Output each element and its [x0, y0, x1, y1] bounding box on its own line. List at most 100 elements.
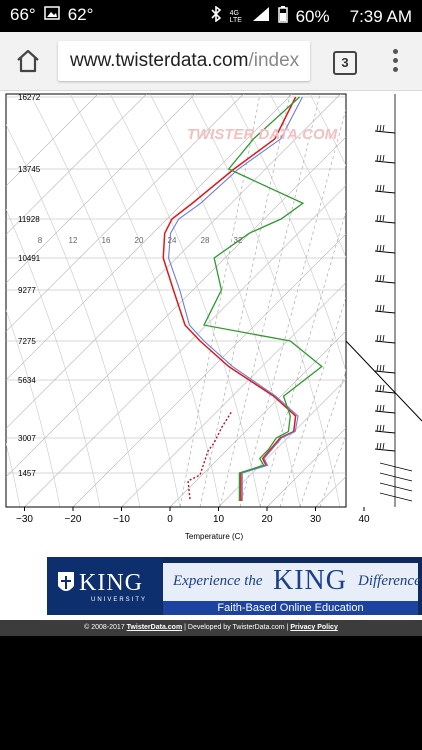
height-label: 7275 [18, 337, 36, 346]
mixing-ratio-label: 8 [38, 236, 43, 245]
x-axis-label: Temperature (C) [185, 532, 244, 541]
dry-adiabat [6, 208, 101, 507]
series-line [162, 96, 297, 501]
plot-frame [5, 93, 347, 508]
dry-adiabat [189, 94, 341, 507]
isotherm-line [6, 94, 147, 235]
weather-temp-2: 62° [67, 5, 94, 24]
url-path: /index [248, 50, 300, 71]
height-label: 1457 [18, 469, 36, 478]
footer-copyright: © 2008-2017 [84, 624, 125, 631]
wind-barb [374, 442, 396, 452]
network-label: 4G LTE [229, 9, 242, 24]
wind-barb [374, 304, 396, 314]
address-bar[interactable]: www.twisterdata.com/index [58, 41, 310, 81]
clock: 7:39 AM [349, 6, 412, 26]
height-label: 5634 [18, 376, 36, 385]
height-label: 13745 [18, 165, 41, 174]
mixing-ratio-label: 16 [102, 236, 111, 245]
isotherm-line [218, 379, 346, 507]
battery-percent: 60% [295, 6, 330, 26]
series-line [168, 96, 303, 501]
dry-adiabat [109, 94, 261, 507]
signal-icon [252, 6, 270, 27]
x-tick-label: −20 [65, 514, 82, 525]
ad-tag-right: Difference [358, 573, 421, 589]
wind-barb [374, 124, 396, 134]
x-tick-label: 40 [358, 514, 370, 525]
mixing-ratio-label: 24 [168, 236, 177, 245]
isotherm-line [6, 94, 341, 429]
series-line [203, 96, 323, 501]
ad-logo-name: KING [79, 570, 143, 596]
footer-developed: | Developed by TwisterData.com | [184, 624, 289, 631]
wind-barb [374, 404, 396, 414]
mixing-ratio-line [199, 94, 291, 507]
status-bar: 66° 62° 4G LTE 60% 7:39 AM [0, 0, 422, 32]
x-tick-label: 0 [167, 514, 173, 525]
dry-adiabat [6, 309, 61, 507]
shield-icon [58, 572, 74, 591]
height-label: 3007 [18, 434, 36, 443]
wind-barb [374, 364, 396, 374]
isotherm-line [72, 233, 346, 507]
ad-banner[interactable]: KING UNIVERSITY Experience the KING Diff… [47, 557, 422, 615]
height-label: 9277 [18, 286, 36, 295]
height-label: 16272 [18, 93, 41, 102]
home-button[interactable] [14, 47, 42, 75]
dry-adiabat [309, 94, 346, 167]
mixing-ratio-line [279, 296, 346, 507]
watermark: TWISTER DATA.COM [187, 126, 338, 143]
dry-adiabat [29, 94, 181, 507]
wind-barb [374, 154, 396, 164]
browser-toolbar: www.twisterdata.com/index 3 [0, 32, 422, 91]
mixing-ratio-label: 32 [234, 236, 243, 245]
dry-adiabat [269, 94, 346, 259]
parcel-path [187, 410, 233, 500]
wind-barb [379, 482, 413, 492]
isotherm-line [121, 282, 346, 507]
mixing-ratio-line [299, 370, 346, 507]
wind-barb [374, 214, 396, 224]
dry-adiabat [149, 94, 301, 507]
wind-barb [374, 184, 396, 194]
footer-site-link[interactable]: TwisterData.com [126, 624, 183, 631]
blank-area [0, 636, 422, 750]
ad-logo-sub: UNIVERSITY [91, 597, 148, 603]
site-footer: © 2008-2017 TwisterData.com | Developed … [0, 620, 422, 636]
footer-privacy-link[interactable]: Privacy Policy [290, 624, 338, 631]
home-icon [17, 49, 39, 73]
dry-adiabat [6, 442, 21, 507]
image-notification-icon [43, 5, 60, 25]
x-tick-label: 30 [310, 514, 322, 525]
isotherm-line [6, 94, 244, 332]
isotherm-line [6, 94, 196, 284]
isotherm-line [169, 330, 346, 507]
wind-profile-line [345, 340, 422, 422]
ad-logo: KING UNIVERSITY [47, 557, 162, 615]
dry-adiabat [350, 94, 422, 507]
wind-barbs [345, 94, 422, 507]
skew-t-chart: 16272 13745 11928 10491 9277 7275 5634 3007 1457… [5, 93, 422, 541]
plot-area [5, 93, 347, 508]
height-label: 10491 [18, 254, 41, 263]
mixing-ratio-line [219, 94, 321, 507]
weather-temp-1: 66° [10, 5, 36, 24]
overflow-menu-button[interactable] [390, 49, 400, 75]
x-tick-label: −30 [16, 514, 33, 525]
isotherm-line [266, 427, 346, 507]
mixing-ratio-line [239, 107, 346, 507]
wind-barb [379, 492, 413, 502]
wind-barb [379, 472, 413, 482]
tab-switcher-button[interactable]: 3 [333, 51, 357, 75]
isotherm-line [364, 94, 422, 507]
isotherm-line [6, 94, 293, 381]
wind-barb [374, 384, 396, 394]
ad-slogan: Experience the KING Difference [163, 563, 421, 601]
x-tick-label: −10 [113, 514, 130, 525]
mixing-ratio-label: 12 [69, 236, 78, 245]
ad-bottom-text: Faith-Based Online Education [163, 601, 418, 615]
mixing-ratio-label: 20 [135, 236, 144, 245]
x-tick-label: 20 [261, 514, 273, 525]
ad-tag-main: KING [273, 565, 347, 596]
